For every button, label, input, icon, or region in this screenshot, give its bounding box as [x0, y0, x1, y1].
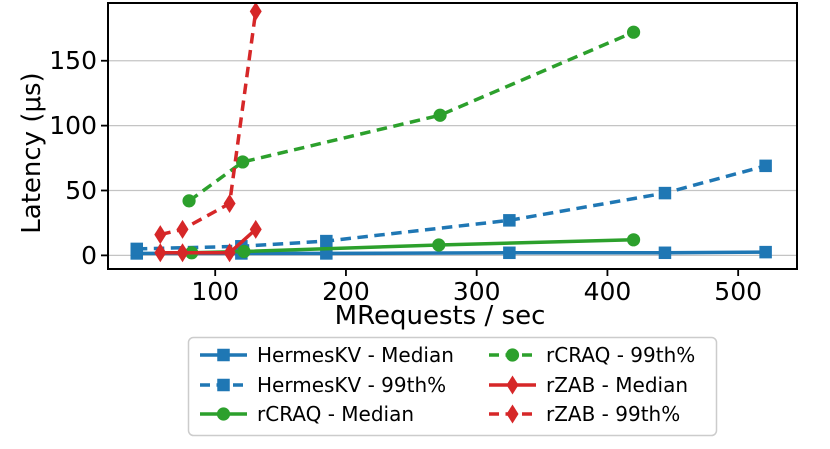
legend-label: HermesKV - 99th% — [257, 373, 446, 397]
marker-rzab-99th — [249, 1, 262, 21]
marker-rzab-99th — [176, 219, 189, 239]
legend-label: rCRAQ - 99th% — [546, 343, 695, 367]
marker-rzab-median — [223, 243, 236, 263]
series-line-rzab-median — [160, 228, 257, 255]
marker-hermeskv-median — [759, 245, 772, 259]
series-line-rzab-99th — [159, 11, 258, 237]
y-tick-label: 100 — [49, 111, 97, 140]
x-tick-label: 100 — [191, 277, 239, 306]
marker-rzab-median — [154, 243, 167, 263]
legend-item-rzab-99th: rZAB - 99th% — [489, 402, 680, 426]
marker-hermeskv-median — [658, 246, 672, 260]
marker-hermeskv-99th — [759, 159, 772, 173]
axes: 0 50 100 150 100 200 300 400 500 — [49, 2, 798, 306]
y-tick-label: 150 — [49, 46, 97, 75]
marker-rzab-median — [176, 243, 189, 263]
marker-rcraq-99th — [182, 194, 196, 208]
x-tick-label: 300 — [453, 277, 501, 306]
marker-hermeskv-median — [503, 246, 516, 260]
legend-marker-circle-icon — [505, 348, 520, 362]
legend-box — [187, 336, 718, 437]
legend-item-rcraq-99th: rCRAQ - 99th% — [489, 343, 695, 367]
x-tick-label: 400 — [584, 277, 632, 306]
marker-rcraq-99th — [236, 155, 250, 169]
data-series — [130, 1, 772, 263]
x-tick-label: 500 — [714, 277, 762, 306]
legend-marker-square-icon — [217, 378, 230, 392]
y-axis-label: Latency (μs) — [17, 72, 47, 233]
marker-hermeskv-99th — [503, 214, 516, 227]
marker-hermeskv-99th — [320, 234, 333, 248]
marker-rzab-99th — [154, 225, 167, 245]
legend-marker-circle-icon — [216, 407, 231, 421]
plot-border — [107, 2, 798, 270]
legend: HermesKV - Median HermesKV - 99th% rCRAQ -… — [187, 336, 718, 437]
gridlines — [108, 60, 797, 257]
series-line-hermeskv-99th — [136, 164, 767, 251]
legend-marker-diamond-icon — [506, 404, 519, 424]
legend-label: rZAB - Median — [546, 373, 688, 397]
x-axis-label: MRequests / sec — [335, 301, 546, 331]
legend-item-rcraq-median: rCRAQ - Median — [200, 402, 414, 426]
legend-label: rCRAQ - Median — [257, 402, 414, 426]
marker-rzab-median — [249, 219, 262, 239]
legend-label: HermesKV - Median — [257, 343, 454, 367]
legend-item-hermeskv-median: HermesKV - Median — [200, 343, 454, 367]
legend-label: rZAB - 99th% — [546, 402, 680, 426]
marker-rcraq-median — [432, 238, 446, 252]
marker-hermeskv-99th — [658, 186, 672, 200]
y-tick-label: 50 — [65, 176, 97, 205]
y-tick-label: 0 — [81, 241, 97, 270]
legend-marker-diamond-icon — [506, 375, 519, 395]
marker-rcraq-99th — [433, 108, 447, 122]
marker-rcraq-99th — [626, 25, 641, 39]
legend-item-rzab-median: rZAB - Median — [489, 373, 688, 397]
legend-item-hermeskv-99th: HermesKV - 99th% — [200, 373, 446, 397]
x-tick-label: 200 — [322, 277, 370, 306]
marker-rcraq-median — [237, 244, 251, 259]
marker-rcraq-median — [626, 233, 641, 247]
legend-marker-square-icon — [217, 348, 230, 362]
marker-hermeskv-99th — [130, 242, 144, 256]
marker-rzab-99th — [223, 193, 236, 213]
series-line-rcraq-99th — [188, 30, 635, 203]
